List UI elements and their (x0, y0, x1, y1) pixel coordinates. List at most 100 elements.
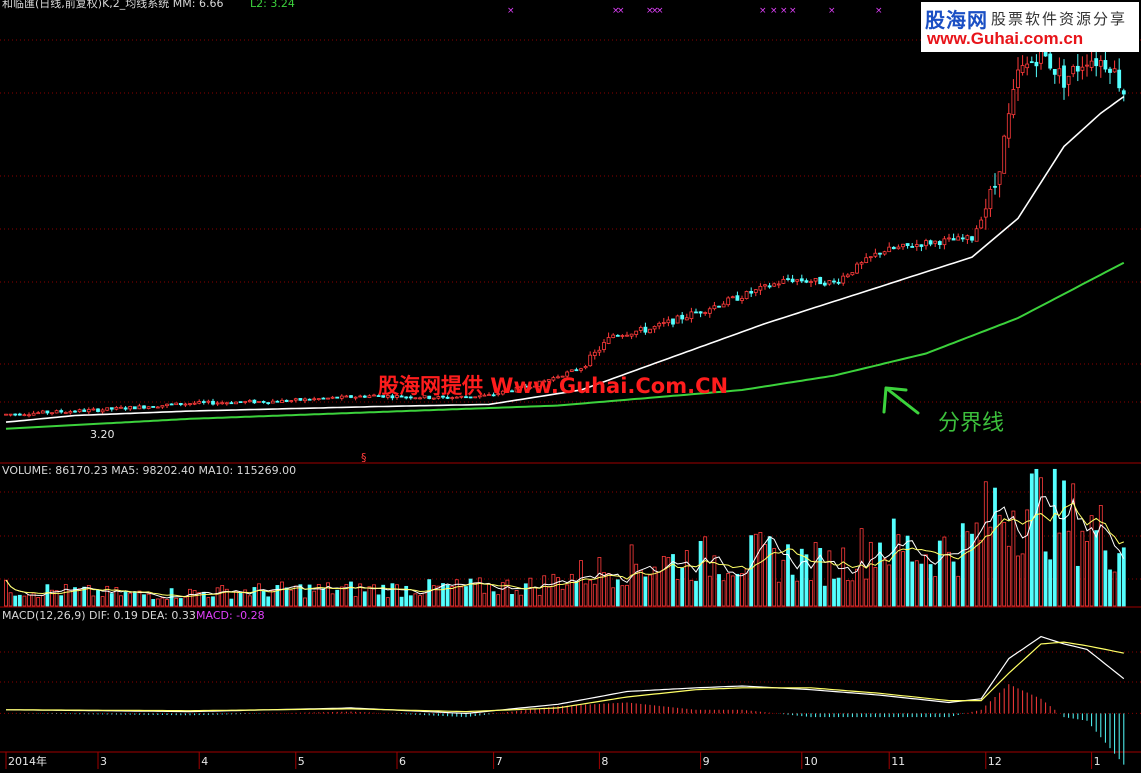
candle-body (620, 335, 625, 337)
candle-body (786, 278, 790, 280)
candle-body (799, 278, 804, 282)
volume-bar (781, 559, 786, 607)
volume-bar (556, 577, 560, 607)
volume-bar (59, 595, 64, 607)
candle-body (178, 402, 183, 406)
candle-body (638, 327, 643, 331)
candle-body (510, 390, 514, 393)
volume-bar (96, 590, 100, 607)
candle-body (878, 252, 882, 255)
volume-bar (560, 588, 565, 607)
candle-body (477, 395, 482, 398)
ma-line-green (5, 261, 1125, 430)
candle-body (730, 296, 735, 299)
volume-bar (109, 593, 114, 607)
volume-bar (528, 577, 533, 607)
volume-bar (546, 586, 551, 607)
volume-bar (689, 579, 694, 607)
candle-body (487, 394, 491, 396)
candle-body (257, 401, 261, 403)
candle-body (36, 412, 41, 415)
candle-body (330, 396, 335, 399)
signal-marker: × (770, 6, 778, 16)
volume-bar (114, 587, 119, 607)
candle-body (537, 380, 542, 387)
volume-bar (675, 579, 680, 607)
candle-body (556, 376, 560, 379)
candle-body (59, 410, 64, 413)
candle-body (1066, 75, 1071, 85)
candle-body (1085, 64, 1089, 67)
signal-marker: × (646, 6, 654, 16)
candle-body (395, 395, 399, 398)
volume-bar (887, 564, 892, 607)
volume-bar (50, 589, 54, 607)
volume-bar (247, 595, 252, 607)
candle-body (551, 377, 556, 381)
volume-bar (224, 588, 229, 607)
volume-bar (422, 592, 427, 607)
candle-body (896, 246, 901, 250)
volume-bar (238, 592, 243, 607)
candle-body (721, 303, 726, 308)
candle-body (445, 396, 450, 399)
candle-body (873, 252, 878, 257)
candle-body (73, 410, 77, 413)
volume-bar (1020, 553, 1025, 607)
candle-body (54, 410, 59, 414)
candle-body (96, 408, 100, 412)
candle-body (533, 385, 537, 388)
candle-body (1080, 66, 1085, 71)
volume-bar (298, 584, 303, 607)
candle-body (418, 397, 422, 400)
volume-bar (533, 587, 537, 607)
candle-body (565, 371, 570, 377)
volume-bar (275, 585, 280, 607)
candle-body (505, 390, 510, 393)
candle-body (648, 328, 652, 334)
candle-body (625, 334, 629, 337)
volume-bar (1094, 530, 1099, 607)
volume-bar (832, 578, 836, 607)
candle-body (661, 322, 666, 324)
volume-bar (477, 577, 482, 607)
candle-body (169, 403, 174, 406)
candle-body (105, 407, 110, 411)
volume-bar (841, 547, 846, 607)
volume-bar (809, 580, 813, 607)
volume-bar (505, 579, 510, 607)
candle-body (850, 272, 855, 276)
volume-bar (597, 557, 602, 607)
volume-bar (523, 583, 528, 607)
candle-body (201, 401, 206, 403)
volume-bar (4, 579, 8, 607)
volume-bar (666, 557, 671, 607)
macd-value: MACD: -0.28 (196, 609, 265, 622)
volume-bar (657, 571, 662, 607)
volume-bar (864, 578, 869, 607)
volume-bar (73, 587, 77, 607)
volume-bar (234, 591, 238, 607)
candle-body (22, 414, 27, 417)
volume-bar (450, 586, 455, 607)
candle-body (776, 283, 781, 286)
candle-body (326, 397, 330, 400)
annotation-arrow (882, 386, 920, 415)
volume-bar (293, 585, 298, 607)
candle-body (717, 305, 721, 308)
volume-bar (910, 561, 915, 607)
x-tick-label: 8 (601, 755, 608, 768)
candle-body (845, 274, 850, 278)
volume-bar (464, 586, 468, 607)
volume-bar (367, 586, 372, 607)
volume-bar (1062, 480, 1066, 607)
volume-bar (482, 592, 487, 607)
volume-bar (1112, 571, 1117, 607)
volume-bar (1025, 509, 1030, 607)
volume-bar (579, 560, 583, 607)
volume-bar (500, 582, 505, 607)
volume-bar (786, 544, 790, 607)
volume-bar (643, 576, 648, 607)
